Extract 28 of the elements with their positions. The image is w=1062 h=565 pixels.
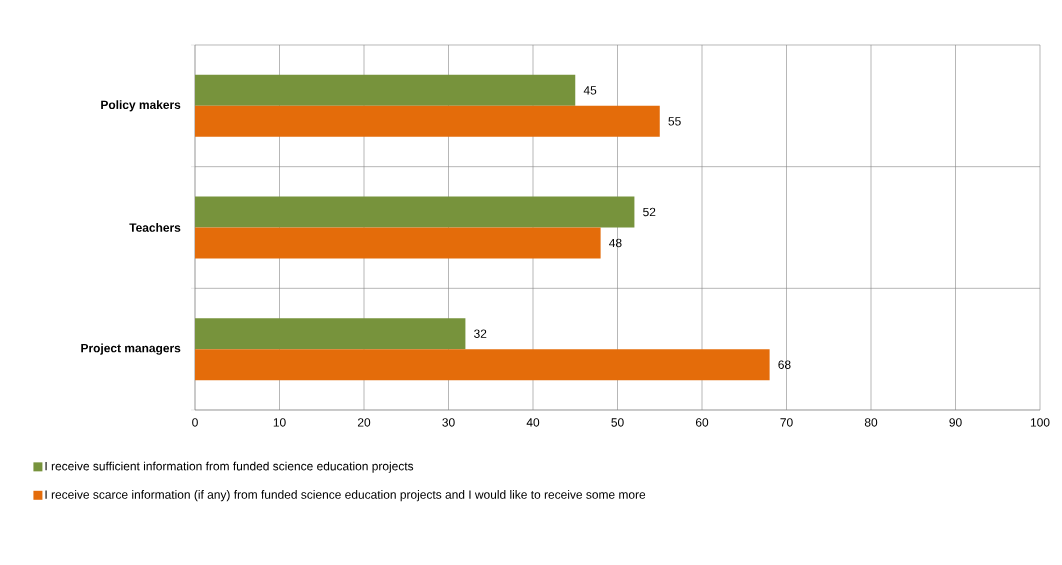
x-tick-label: 50 xyxy=(611,418,624,427)
data-label: 32 xyxy=(474,329,487,338)
x-tick-label: 0 xyxy=(192,418,198,427)
bar xyxy=(195,349,770,381)
x-tick-label: 20 xyxy=(357,418,371,427)
bar xyxy=(195,105,660,137)
bar xyxy=(195,74,576,106)
x-tick-label: 10 xyxy=(273,418,286,427)
data-label: 68 xyxy=(778,360,791,369)
x-tick-label: 80 xyxy=(864,418,878,427)
data-label: 45 xyxy=(583,86,597,95)
x-tick-label: 40 xyxy=(526,418,540,427)
data-label: 52 xyxy=(643,207,656,217)
x-tick-label: 60 xyxy=(695,418,709,427)
bar xyxy=(195,227,601,259)
bar xyxy=(195,196,635,228)
x-tick-label: 90 xyxy=(949,418,962,427)
x-tick-label: 30 xyxy=(442,418,455,427)
bar xyxy=(195,318,466,350)
y-tick-label: Project managers xyxy=(81,343,181,355)
data-label: 55 xyxy=(668,117,681,126)
y-tick-label: Policy makers xyxy=(101,100,181,112)
x-tick-label: 70 xyxy=(780,418,793,427)
x-tick-label: 100 xyxy=(1030,418,1050,427)
legend-label: I receive scarce information (if any) from funded science education projects and I would like to receive some more xyxy=(45,490,646,502)
data-label: 48 xyxy=(609,238,622,248)
legend-label: I receive sufficient information from funded science education projects xyxy=(45,461,414,473)
y-tick-label: Teachers xyxy=(129,223,181,232)
